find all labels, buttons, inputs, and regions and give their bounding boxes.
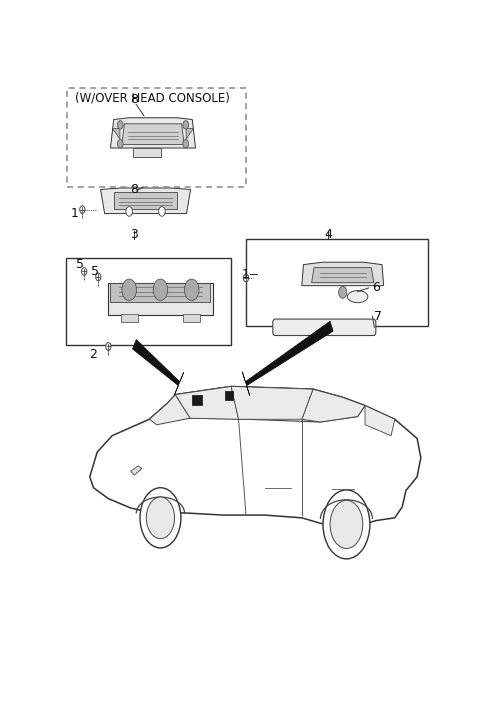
Circle shape: [140, 488, 181, 548]
FancyBboxPatch shape: [121, 314, 138, 322]
Circle shape: [183, 139, 189, 148]
Polygon shape: [122, 124, 184, 144]
Text: 1: 1: [71, 208, 79, 220]
Polygon shape: [100, 188, 191, 213]
Circle shape: [106, 343, 111, 351]
Polygon shape: [242, 321, 333, 395]
Circle shape: [183, 121, 189, 129]
Circle shape: [146, 497, 175, 539]
Text: 2: 2: [90, 348, 97, 361]
Text: 5: 5: [91, 265, 99, 278]
Polygon shape: [110, 284, 210, 302]
Circle shape: [184, 279, 199, 301]
Polygon shape: [132, 148, 161, 157]
Text: 8: 8: [131, 183, 138, 196]
Text: 7: 7: [374, 310, 382, 323]
Text: 8: 8: [131, 92, 138, 105]
Text: 1: 1: [242, 268, 250, 281]
Text: 4: 4: [324, 228, 332, 241]
Circle shape: [118, 139, 123, 148]
Circle shape: [330, 501, 363, 548]
Polygon shape: [312, 267, 374, 283]
Circle shape: [243, 274, 249, 282]
Circle shape: [323, 490, 370, 559]
Polygon shape: [112, 129, 120, 139]
Polygon shape: [186, 129, 193, 139]
Polygon shape: [149, 395, 190, 424]
Polygon shape: [131, 466, 142, 475]
Text: 5: 5: [76, 258, 84, 272]
FancyBboxPatch shape: [192, 395, 202, 405]
Polygon shape: [110, 118, 195, 148]
Polygon shape: [302, 262, 384, 286]
Polygon shape: [302, 389, 365, 422]
Polygon shape: [149, 387, 365, 422]
Polygon shape: [108, 283, 213, 315]
Circle shape: [96, 273, 101, 281]
Ellipse shape: [348, 291, 368, 303]
Polygon shape: [175, 387, 239, 419]
Circle shape: [80, 205, 85, 213]
Circle shape: [118, 121, 123, 129]
Circle shape: [126, 207, 132, 216]
Circle shape: [122, 279, 136, 301]
Polygon shape: [231, 387, 313, 419]
FancyBboxPatch shape: [183, 314, 200, 322]
Circle shape: [159, 207, 165, 216]
Polygon shape: [365, 405, 395, 436]
Circle shape: [153, 279, 168, 301]
Text: (W/OVER HEAD CONSOLE): (W/OVER HEAD CONSOLE): [75, 92, 230, 105]
Circle shape: [338, 287, 347, 299]
FancyBboxPatch shape: [273, 319, 376, 336]
Circle shape: [82, 267, 87, 275]
Text: 3: 3: [131, 228, 138, 241]
Polygon shape: [274, 323, 374, 331]
Polygon shape: [90, 387, 421, 526]
Polygon shape: [114, 193, 177, 209]
FancyBboxPatch shape: [225, 391, 233, 400]
Polygon shape: [132, 340, 184, 395]
Text: 6: 6: [372, 282, 380, 294]
